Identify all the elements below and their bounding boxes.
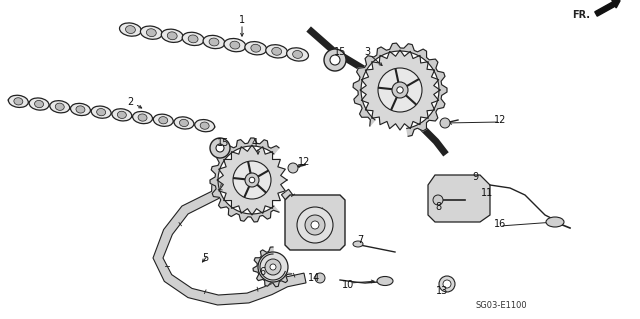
Circle shape xyxy=(265,259,281,275)
Ellipse shape xyxy=(147,29,156,37)
Ellipse shape xyxy=(377,277,393,286)
Circle shape xyxy=(270,264,276,270)
Ellipse shape xyxy=(50,101,70,113)
Circle shape xyxy=(210,138,230,158)
Text: 5: 5 xyxy=(202,253,208,263)
Text: 3: 3 xyxy=(364,47,370,57)
Circle shape xyxy=(324,49,346,71)
Circle shape xyxy=(440,118,450,128)
Text: 9: 9 xyxy=(472,172,478,182)
Ellipse shape xyxy=(35,100,44,108)
Text: 2: 2 xyxy=(127,97,133,107)
Ellipse shape xyxy=(200,122,209,129)
Ellipse shape xyxy=(125,26,136,33)
Polygon shape xyxy=(253,247,292,287)
Ellipse shape xyxy=(182,32,204,46)
Ellipse shape xyxy=(138,114,147,121)
Ellipse shape xyxy=(112,109,132,121)
Text: 14: 14 xyxy=(308,273,320,283)
Ellipse shape xyxy=(76,106,85,113)
Circle shape xyxy=(378,68,422,112)
Text: 15: 15 xyxy=(334,47,346,57)
Text: 7: 7 xyxy=(357,235,363,245)
Ellipse shape xyxy=(167,32,177,40)
Ellipse shape xyxy=(292,50,303,58)
Circle shape xyxy=(397,87,403,93)
Polygon shape xyxy=(217,145,287,215)
Ellipse shape xyxy=(8,95,28,108)
Ellipse shape xyxy=(546,217,564,227)
Polygon shape xyxy=(153,179,306,305)
Circle shape xyxy=(297,207,333,243)
Ellipse shape xyxy=(203,35,225,48)
Text: 12: 12 xyxy=(494,115,506,125)
Ellipse shape xyxy=(224,39,246,52)
Circle shape xyxy=(311,221,319,229)
Polygon shape xyxy=(282,189,332,222)
Circle shape xyxy=(216,144,224,152)
Ellipse shape xyxy=(195,120,214,132)
Ellipse shape xyxy=(287,48,308,61)
Ellipse shape xyxy=(179,119,188,127)
Polygon shape xyxy=(285,195,345,250)
Text: FR.: FR. xyxy=(572,10,590,20)
Polygon shape xyxy=(360,50,440,130)
Ellipse shape xyxy=(92,106,111,118)
Ellipse shape xyxy=(120,23,141,36)
Ellipse shape xyxy=(272,48,282,55)
Ellipse shape xyxy=(97,108,106,116)
Ellipse shape xyxy=(29,98,49,110)
Ellipse shape xyxy=(245,41,267,55)
Circle shape xyxy=(233,161,271,199)
Ellipse shape xyxy=(159,117,168,124)
Ellipse shape xyxy=(188,35,198,43)
Ellipse shape xyxy=(55,103,64,110)
Ellipse shape xyxy=(132,111,152,124)
Text: 6: 6 xyxy=(259,267,265,277)
Circle shape xyxy=(315,273,325,283)
Text: SG03-E1100: SG03-E1100 xyxy=(475,301,527,310)
Ellipse shape xyxy=(14,98,23,105)
Text: 15: 15 xyxy=(217,138,229,148)
Circle shape xyxy=(258,252,288,282)
Text: 16: 16 xyxy=(494,219,506,229)
Text: 10: 10 xyxy=(342,280,354,290)
Circle shape xyxy=(245,173,259,187)
Polygon shape xyxy=(210,138,279,222)
Polygon shape xyxy=(428,175,490,222)
FancyArrow shape xyxy=(595,0,620,16)
Circle shape xyxy=(443,280,451,288)
Ellipse shape xyxy=(353,241,363,247)
Text: 11: 11 xyxy=(481,188,493,198)
Circle shape xyxy=(433,195,443,205)
Ellipse shape xyxy=(117,111,126,118)
Ellipse shape xyxy=(266,45,287,58)
Text: 4: 4 xyxy=(252,138,258,148)
Ellipse shape xyxy=(70,103,90,115)
Text: 1: 1 xyxy=(239,15,245,25)
Ellipse shape xyxy=(230,41,240,49)
Polygon shape xyxy=(353,43,447,136)
Circle shape xyxy=(249,177,255,183)
Text: 8: 8 xyxy=(435,202,441,212)
Ellipse shape xyxy=(174,117,194,129)
Ellipse shape xyxy=(140,26,163,39)
Circle shape xyxy=(288,163,298,173)
Circle shape xyxy=(392,82,408,98)
Circle shape xyxy=(330,55,340,65)
Ellipse shape xyxy=(161,29,183,42)
Ellipse shape xyxy=(209,38,219,46)
Circle shape xyxy=(439,276,455,292)
Text: 13: 13 xyxy=(436,286,448,296)
Ellipse shape xyxy=(154,114,173,126)
Circle shape xyxy=(305,215,325,235)
Ellipse shape xyxy=(251,44,260,52)
Text: 12: 12 xyxy=(298,157,310,167)
